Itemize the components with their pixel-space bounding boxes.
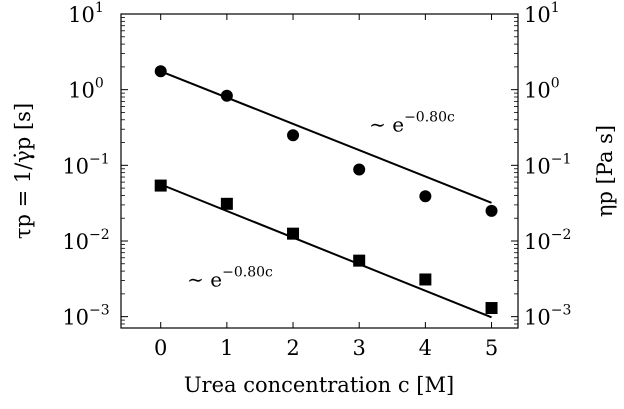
data-point-square bbox=[287, 227, 300, 240]
data-point-square bbox=[220, 197, 233, 210]
ticks bbox=[121, 13, 518, 328]
x-tick-label: 3 bbox=[353, 336, 366, 360]
tick-labels: 0 1 2 3 4 5 10−3 10−2 10−1 100 101 10−3 10−2 10−1 100 1… bbox=[62, 0, 571, 360]
y-tick-label-right: 10−1 bbox=[524, 151, 571, 178]
y-tick-label-right: 100 bbox=[524, 76, 560, 103]
data-point-circle bbox=[220, 89, 233, 102]
fit-lines bbox=[160, 70, 492, 319]
y-tick-label-right: 10−3 bbox=[524, 303, 571, 330]
fit-annotation: ∼ e−0.80c bbox=[187, 265, 273, 292]
x-tick-label: 5 bbox=[485, 336, 498, 360]
y-tick-label-left: 10−2 bbox=[62, 227, 109, 254]
data-point-circle bbox=[287, 129, 300, 142]
data-point-square bbox=[419, 273, 432, 286]
y-axis-label-right: ηp [Pa s] bbox=[593, 125, 617, 217]
y-axis-label-left: τp = 1/γ̇p [s] bbox=[11, 103, 35, 239]
fit-line bbox=[160, 70, 492, 204]
x-tick-label: 0 bbox=[154, 336, 167, 360]
fit-line bbox=[160, 183, 492, 319]
y-tick-label-right: 10−2 bbox=[524, 227, 571, 254]
fit-annotation: ∼ e−0.80c bbox=[369, 109, 455, 136]
y-tick-label-right: 101 bbox=[524, 0, 560, 27]
x-tick-label: 1 bbox=[220, 336, 233, 360]
data-point-circle bbox=[353, 163, 366, 176]
y-tick-label-left: 100 bbox=[68, 76, 104, 103]
x-tick-label: 4 bbox=[419, 336, 432, 360]
data-point-square bbox=[154, 179, 167, 192]
data-point-square bbox=[485, 302, 498, 315]
y-tick-label-left: 101 bbox=[68, 0, 104, 27]
y-tick-label-left: 10−3 bbox=[62, 303, 109, 330]
data-point-square bbox=[353, 254, 366, 267]
x-tick-label: 2 bbox=[286, 336, 299, 360]
annotations: ∼ e−0.80c ∼ e−0.80c bbox=[187, 109, 455, 291]
data-point-circle bbox=[419, 190, 432, 203]
data-markers bbox=[154, 65, 498, 315]
x-axis-label: Urea concentration c [M] bbox=[184, 373, 454, 397]
data-point-circle bbox=[154, 65, 167, 78]
plot-frame bbox=[120, 13, 519, 329]
y-tick-label-left: 10−1 bbox=[62, 151, 109, 178]
data-point-circle bbox=[485, 204, 498, 217]
